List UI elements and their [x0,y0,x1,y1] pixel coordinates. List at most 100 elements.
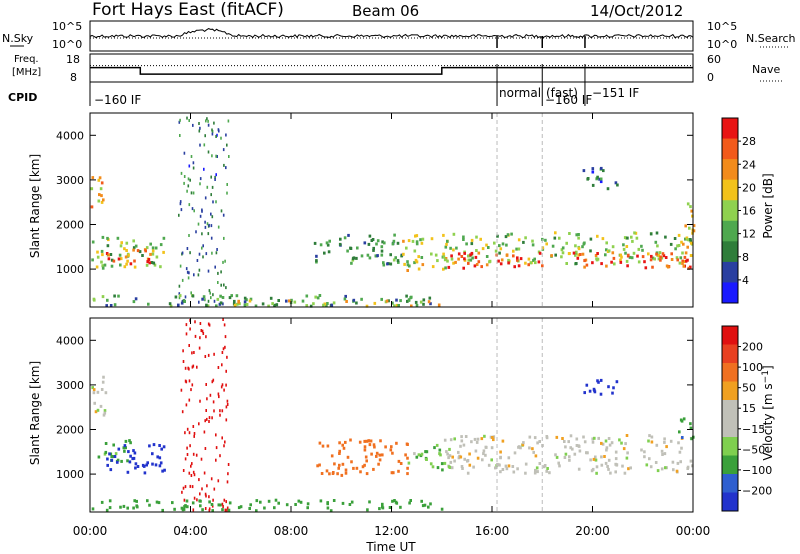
data-cell [470,242,474,246]
data-cell [213,487,216,491]
data-cell [205,119,207,123]
data-cell [677,233,681,237]
data-cell [403,262,406,266]
data-cell [110,258,114,262]
data-cell [344,294,347,298]
data-cell [595,471,598,475]
data-cell [363,448,367,452]
data-cell [439,453,442,457]
data-cell [178,296,181,300]
data-cell [205,335,207,339]
data-cell [224,335,227,339]
data-cell [225,369,227,373]
data-cell [558,464,561,468]
data-cell [330,454,334,458]
data-cell [119,244,123,248]
data-cell [441,468,444,472]
data-cell [471,256,474,260]
data-cell [200,329,203,332]
data-cell [348,503,352,506]
data-cell [504,235,508,239]
data-cell [259,500,262,504]
data-cell [605,248,608,252]
data-cell [204,298,206,302]
data-cell [94,410,98,414]
data-cell [688,226,691,230]
data-cell [208,420,210,423]
data-cell [443,438,447,442]
data-cell [226,506,229,510]
data-cell [188,367,190,371]
data-cell [178,294,182,298]
data-cell [183,151,186,155]
data-cell [180,171,183,175]
data-cell [488,260,491,264]
data-cell [550,254,553,258]
data-cell [531,243,535,247]
data-cell [415,303,419,307]
data-cell [453,459,456,463]
data-cell [306,502,310,506]
colorbar-tick-label: −100 [742,464,772,477]
data-cell [90,205,94,209]
data-cell [223,444,225,448]
data-cell [105,304,108,308]
data-cell [132,449,135,453]
data-cell [591,167,595,171]
data-cell [191,294,195,298]
data-cell [677,244,681,247]
x-tick-label: 16:00 [475,524,510,538]
data-cell [406,466,409,470]
data-cell [402,252,405,256]
data-cell [591,440,595,444]
data-cell [476,437,480,441]
data-cell [583,259,586,263]
data-cell [102,198,105,202]
colorbar-tick-label: 4 [742,274,749,287]
data-cell [366,508,369,512]
data-cell [185,380,188,384]
data-cell [120,459,123,463]
data-cell [474,449,478,453]
data-cell [443,461,447,465]
data-cell [645,463,649,467]
data-cell [186,427,189,431]
data-cell [466,459,470,462]
data-cell [407,239,411,243]
data-cell [196,259,199,262]
data-cell [96,250,99,254]
data-cell [375,242,378,246]
data-cell [191,207,194,211]
data-cell [619,253,622,257]
data-cell [191,351,193,355]
data-cell [239,505,243,509]
data-cell [381,240,384,244]
data-cell [415,455,419,459]
data-cell [271,302,274,306]
data-cell [222,213,225,217]
data-cell [672,468,675,472]
data-cell [179,200,182,204]
data-cell [603,455,606,458]
data-cell [186,189,188,193]
data-cell [515,247,518,251]
data-cell [189,251,191,255]
data-cell [198,346,201,350]
data-cell [661,453,664,456]
data-cell [119,505,122,509]
data-cell [332,499,336,502]
data-cell [640,448,643,452]
data-cell [519,257,523,261]
data-cell [162,445,166,449]
data-cell [409,296,412,300]
data-cell [674,247,677,251]
data-cell [204,134,206,138]
data-cell [219,294,222,298]
data-cell [215,458,217,462]
data-cell [420,452,424,456]
data-cell [686,465,690,469]
data-cell [100,181,104,185]
data-cell [648,434,651,438]
colorbar-tick-label: 200 [742,341,763,354]
data-cell [561,246,565,250]
